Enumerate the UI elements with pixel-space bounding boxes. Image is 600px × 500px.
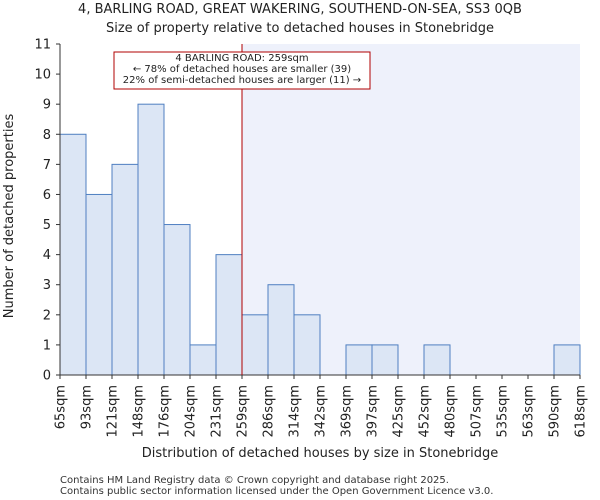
y-tick-label: 8	[43, 128, 51, 143]
annotation-frame	[113, 51, 371, 90]
x-tick-label: 590sqm	[548, 385, 563, 438]
x-tick-label: 369sqm	[340, 385, 355, 438]
y-tick-label: 10	[34, 68, 51, 83]
x-tick-label: 286sqm	[262, 385, 277, 438]
bar-286sqm	[267, 284, 295, 376]
x-tick-label: 314sqm	[288, 385, 303, 438]
x-tick-label: 176sqm	[158, 385, 173, 438]
bar-121sqm	[111, 163, 139, 376]
y-tick-label: 0	[43, 369, 51, 384]
annotation-line-3: 22% of semi-detached houses are larger (…	[123, 75, 361, 86]
y-tick-label: 9	[43, 98, 51, 113]
bar-314sqm	[293, 314, 321, 376]
x-tick-label: 397sqm	[366, 385, 381, 438]
bar-93sqm	[85, 193, 113, 376]
x-tick-label: 121sqm	[106, 385, 121, 438]
x-tick-label: 93sqm	[80, 385, 95, 429]
x-tick-label: 480sqm	[444, 385, 459, 438]
x-axis-label: Distribution of detached houses by size …	[142, 446, 498, 461]
annotation-box: 4 BARLING ROAD: 259sqm ← 78% of detached…	[113, 51, 371, 90]
bar-369sqm	[345, 344, 373, 376]
y-tick-label: 1	[43, 338, 51, 353]
bar-65sqm	[59, 133, 87, 376]
y-tick-label: 5	[43, 218, 51, 233]
annotation-line-2: ← 78% of detached houses are smaller (39…	[133, 64, 351, 75]
bar-204sqm	[189, 344, 217, 376]
bars	[59, 103, 581, 376]
x-tick-label: 452sqm	[418, 385, 433, 438]
footer-line-1: Contains HM Land Registry data © Crown c…	[60, 475, 449, 486]
x-tick-label: 618sqm	[574, 385, 589, 438]
bar-148sqm	[137, 103, 165, 376]
y-tick-label: 4	[43, 248, 51, 263]
chart-subtitle: Size of property relative to detached ho…	[106, 21, 494, 36]
x-tick-label: 259sqm	[236, 385, 251, 438]
y-tick-label: 7	[43, 158, 51, 173]
y-tick-label: 2	[43, 308, 51, 323]
x-tick-label: 507sqm	[470, 385, 485, 438]
annotation-line-1: 4 BARLING ROAD: 259sqm	[175, 53, 308, 64]
x-tick-label: 563sqm	[522, 385, 537, 438]
y-tick-label: 6	[43, 188, 51, 203]
x-tick-label: 148sqm	[132, 385, 147, 438]
bar-231sqm	[215, 254, 243, 376]
chart-title: 4, BARLING ROAD, GREAT WAKERING, SOUTHEN…	[78, 2, 522, 17]
footer-line-2: Contains public sector information licen…	[60, 486, 493, 497]
x-tick-label: 342sqm	[314, 385, 329, 438]
x-tick-label: 425sqm	[392, 385, 407, 438]
x-tick-label: 231sqm	[210, 385, 225, 438]
y-tick-label: 3	[43, 278, 51, 293]
bar-452sqm	[423, 344, 451, 376]
x-tick-label: 65sqm	[54, 385, 69, 429]
bar-397sqm	[371, 344, 399, 376]
x-tick-label: 535sqm	[496, 385, 511, 438]
y-ticks: 0 1 2 3 4 5 6 7 8 9 10 11	[34, 38, 60, 384]
y-axis-label: Number of detached properties	[2, 114, 17, 319]
bar-176sqm	[163, 224, 191, 376]
x-tick-label: 204sqm	[184, 385, 199, 438]
bar-590sqm	[553, 344, 581, 376]
y-tick-label: 11	[34, 38, 51, 53]
x-ticks: 65sqm 93sqm 121sqm 148sqm 176sqm 204sqm 231sqm…	[54, 375, 589, 438]
bar-259sqm	[241, 314, 269, 376]
